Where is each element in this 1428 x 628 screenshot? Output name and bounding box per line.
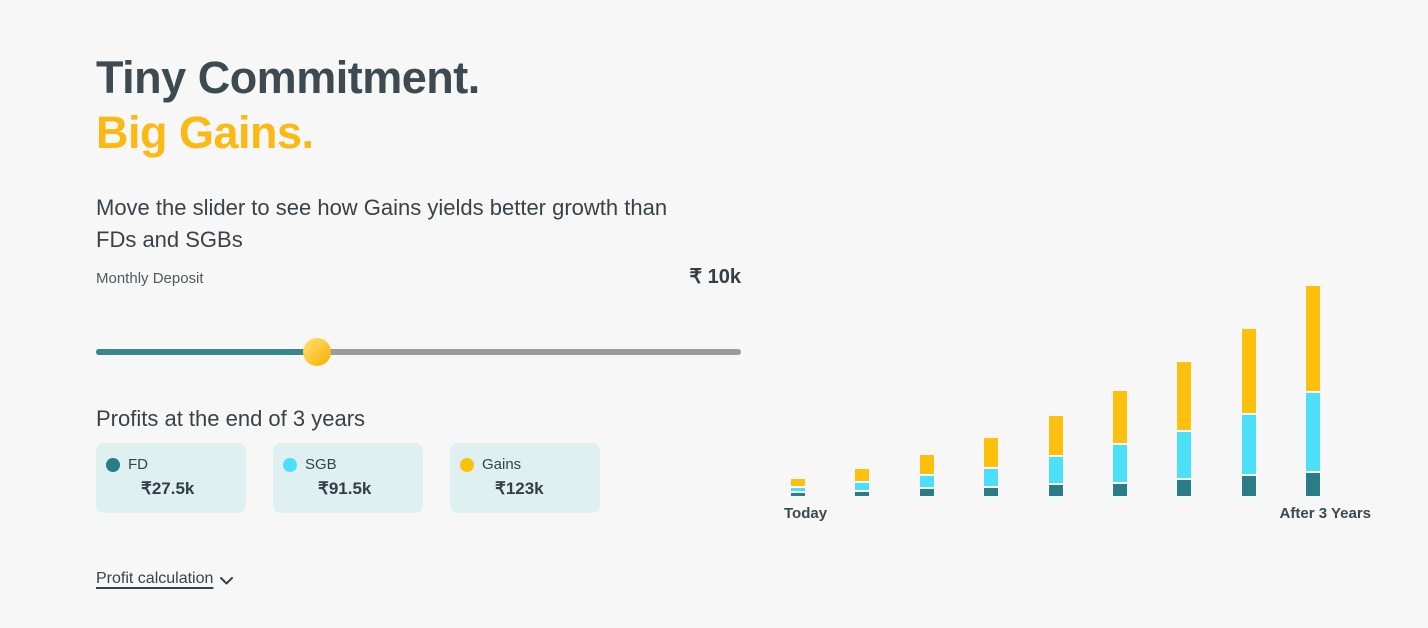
stacked-bar-7 xyxy=(1177,361,1192,496)
monthly-deposit-value: ₹ 10k xyxy=(689,266,741,288)
profit-card-gains: Gains ₹123k xyxy=(450,443,600,513)
stacked-bar-6 xyxy=(1113,391,1127,496)
bar-segment-sgb xyxy=(1048,457,1063,483)
stacked-bar-8 xyxy=(1241,328,1256,496)
bar-segment-gains xyxy=(791,479,805,487)
chart-label-today: Today xyxy=(784,505,828,522)
bar-segment-gains xyxy=(1113,391,1127,444)
bar-segment-fd xyxy=(855,492,870,496)
stacked-bar-1 xyxy=(791,479,805,496)
stacked-bar-5 xyxy=(1048,416,1063,496)
fd-value: ₹27.5k xyxy=(141,479,195,498)
bar-segment-sgb xyxy=(1177,431,1192,479)
bar-segment-gains xyxy=(1241,328,1256,414)
gains-value: ₹123k xyxy=(495,479,544,498)
profit-card-sgb: SGB ₹91.5k xyxy=(273,443,423,513)
bar-segment-gains xyxy=(1306,286,1321,391)
stacked-bar-2 xyxy=(855,469,870,496)
stacked-bar-3 xyxy=(919,455,934,496)
chevron-down-icon xyxy=(220,574,234,585)
page-subtitle-line2: FDs and SGBs xyxy=(96,227,243,252)
bar-segment-sgb xyxy=(919,475,934,488)
gains-label: Gains xyxy=(482,456,522,473)
bar-segment-gains xyxy=(919,455,934,474)
profits-heading: Profits at the end of 3 years xyxy=(96,406,366,431)
bar-segment-sgb xyxy=(791,488,805,492)
sgb-value: ₹91.5k xyxy=(318,479,372,498)
page-subtitle-line1: Move the slider to see how Gains yields … xyxy=(96,195,668,220)
profit-cards: FD ₹27.5k SGB ₹91.5k Gains ₹123k xyxy=(96,443,600,513)
stacked-bar-9 xyxy=(1306,286,1321,496)
profit-card-fd: FD ₹27.5k xyxy=(96,443,246,513)
bar-segment-fd xyxy=(919,489,934,496)
bar-segment-fd xyxy=(791,493,805,496)
page-title-line2: Big Gains. xyxy=(96,107,314,158)
fd-dot-icon xyxy=(106,457,120,472)
monthly-deposit-row: Monthly Deposit ₹ 10k xyxy=(96,264,741,289)
bar-segment-fd xyxy=(1113,484,1127,496)
bar-segment-fd xyxy=(1048,484,1063,496)
bar-segment-sgb xyxy=(1241,415,1256,475)
bar-segment-sgb xyxy=(1113,445,1127,483)
page-title-line1: Tiny Commitment. xyxy=(96,52,480,103)
stacked-bar-4 xyxy=(984,438,999,496)
slider-filled-track xyxy=(96,349,317,355)
profit-calculation-link[interactable]: Profit calculation xyxy=(96,570,234,588)
bar-segment-gains xyxy=(1177,361,1192,430)
bar-segment-sgb xyxy=(855,483,870,491)
bar-segment-gains xyxy=(1048,416,1063,456)
bar-segment-gains xyxy=(855,469,870,482)
profit-calculation-label: Profit calculation xyxy=(96,570,214,587)
gains-dot-icon xyxy=(460,457,474,472)
bar-segment-fd xyxy=(1306,472,1321,496)
page-title: Tiny Commitment. Big Gains. xyxy=(96,50,480,160)
chart-label-after-3-years: After 3 Years xyxy=(1279,505,1371,522)
page-subtitle: Move the slider to see how Gains yields … xyxy=(96,192,667,256)
bar-segment-gains xyxy=(984,438,999,468)
growth-comparison-chart: Today After 3 Years xyxy=(770,268,1400,528)
fd-label: FD xyxy=(128,456,148,473)
bar-segment-fd xyxy=(1177,480,1192,496)
sgb-dot-icon xyxy=(283,457,297,472)
slider-thumb[interactable] xyxy=(302,338,331,366)
bar-segment-fd xyxy=(984,488,999,496)
bar-segment-sgb xyxy=(1306,392,1321,471)
slider-track[interactable] xyxy=(96,349,741,355)
bar-segment-sgb xyxy=(984,469,999,487)
bar-segment-fd xyxy=(1241,476,1256,496)
sgb-label: SGB xyxy=(305,456,337,473)
monthly-deposit-label: Monthly Deposit xyxy=(96,270,204,287)
monthly-deposit-slider[interactable] xyxy=(96,338,741,366)
